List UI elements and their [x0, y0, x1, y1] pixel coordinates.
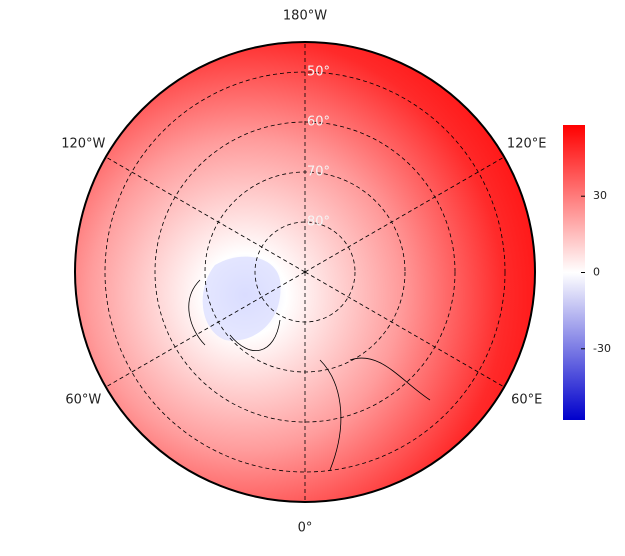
latitude-label: 80° [307, 215, 330, 230]
longitude-label: 120°W [61, 137, 105, 152]
latitude-label: 70° [307, 165, 330, 180]
meridian [105, 156, 306, 273]
colorbar-tick-label: 0 [593, 266, 600, 279]
graticule: 50° 60° 70° 80° 180°W 120°W 120°E 60°W 60°E 0° [61, 9, 546, 536]
longitude-label: 60°W [65, 393, 101, 408]
meridian [304, 271, 505, 388]
coastline [319, 357, 431, 471]
colorbar-tick-label: -30 [593, 342, 611, 355]
colorbar-tick-label: 30 [593, 189, 607, 202]
colorbar-scale [563, 125, 585, 420]
latitude-circle [104, 71, 506, 473]
latitude-label: 50° [307, 65, 330, 80]
longitude-label: 180°W [283, 9, 327, 24]
latitude-circle [154, 121, 456, 423]
coastline [188, 279, 281, 351]
colorbar: 30 0 -30 [563, 125, 611, 420]
longitude-label: 0° [298, 521, 313, 536]
meridian [304, 156, 505, 273]
map-border [74, 41, 536, 503]
latitude-label: 60° [307, 115, 330, 130]
meridian [105, 271, 306, 388]
longitude-label: 60°E [511, 393, 542, 408]
greenland-anomaly [202, 256, 281, 341]
longitude-label: 120°E [507, 137, 547, 152]
